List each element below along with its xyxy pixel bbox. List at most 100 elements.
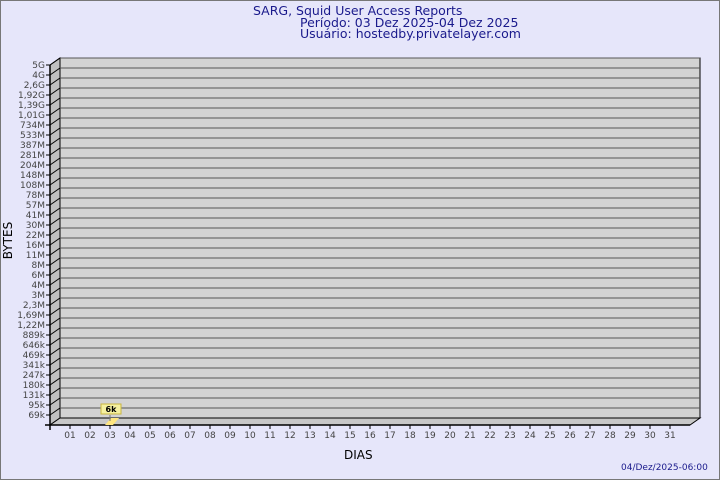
y-tick-depth xyxy=(49,227,61,236)
y-tick-depth xyxy=(49,327,61,336)
y-tick-depth xyxy=(49,207,61,216)
x-tick-label: 28 xyxy=(604,431,616,441)
y-tick-label: 889k xyxy=(23,331,46,341)
x-tick-label: 31 xyxy=(664,431,675,441)
x-tick-label: 09 xyxy=(224,431,236,441)
y-tick-label: 4M xyxy=(32,281,46,291)
y-tick-depth xyxy=(49,177,61,186)
x-axis-label: DIAS xyxy=(344,448,373,462)
y-tick-depth xyxy=(49,217,61,226)
y-tick-depth xyxy=(49,147,61,156)
x-tick-label: 06 xyxy=(164,431,176,441)
y-tick-depth xyxy=(49,157,61,166)
y-tick-label: 387M xyxy=(20,141,45,151)
y-tick-depth xyxy=(49,387,61,396)
y-tick-label: 1,69M xyxy=(17,311,45,321)
y-tick-depth xyxy=(49,117,61,126)
x-tick-label: 05 xyxy=(144,431,155,441)
y-tick-label: 69k xyxy=(28,411,45,421)
x-tick-label: 13 xyxy=(304,431,315,441)
y-tick-depth xyxy=(49,357,61,366)
x-tick-label: 07 xyxy=(184,431,195,441)
y-tick-depth xyxy=(49,287,61,296)
y-tick-depth xyxy=(49,337,61,346)
y-tick-depth xyxy=(49,167,61,176)
y-tick-depth xyxy=(49,367,61,376)
y-tick-label: 131k xyxy=(23,391,46,401)
y-tick-label: 1,39G xyxy=(18,101,45,111)
y-tick-label: 41M xyxy=(26,211,45,221)
y-tick-label: 16M xyxy=(26,241,45,251)
x-tick-label: 03 xyxy=(104,431,115,441)
y-tick-label: 533M xyxy=(20,131,45,141)
footer-timestamp: 04/Dez/2025-06:00 xyxy=(621,463,708,473)
x-tick-label: 26 xyxy=(564,431,576,441)
y-tick-depth xyxy=(49,57,61,66)
data-label: 6k xyxy=(106,405,118,414)
x-tick-label: 17 xyxy=(384,431,395,441)
y-tick-depth xyxy=(49,87,61,96)
data-label-box xyxy=(100,403,122,415)
y-tick-depth xyxy=(49,237,61,246)
y-tick-depth xyxy=(49,407,61,416)
x-tick-label: 18 xyxy=(404,431,416,441)
y-tick-depth xyxy=(49,317,61,326)
y-tick-label: 247k xyxy=(23,371,46,381)
x-tick-label: 25 xyxy=(544,431,555,441)
y-tick-depth xyxy=(49,397,61,406)
y-tick-depth xyxy=(49,67,61,76)
x-tick-label: 04 xyxy=(124,431,136,441)
y-tick-depth xyxy=(49,257,61,266)
chart-subtitle-user: Usuário: hostedby.privatelayer.com xyxy=(300,26,521,41)
y-tick-depth xyxy=(49,77,61,86)
y-tick-depth xyxy=(49,127,61,136)
y-tick-label: 78M xyxy=(26,191,45,201)
y-tick-label: 734M xyxy=(20,121,45,131)
x-tick-label: 02 xyxy=(84,431,95,441)
x-tick-label: 12 xyxy=(284,431,295,441)
y-tick-label: 8M xyxy=(32,261,46,271)
x-tick-label: 15 xyxy=(344,431,355,441)
y-tick-label: 4G xyxy=(32,71,45,81)
y-tick-label: 341k xyxy=(23,361,46,371)
y-tick-depth xyxy=(49,107,61,116)
y-tick-label: 281M xyxy=(20,151,45,161)
chart-title: SARG, Squid User Access Reports xyxy=(253,3,463,18)
y-tick-label: 204M xyxy=(20,161,45,171)
y-tick-depth xyxy=(49,297,61,306)
y-tick-label: 6M xyxy=(32,271,46,281)
x-tick-label: 29 xyxy=(624,431,636,441)
y-tick-label: 11M xyxy=(26,251,45,261)
y-tick-depth xyxy=(49,307,61,316)
x-tick-label: 20 xyxy=(444,431,456,441)
y-tick-depth xyxy=(49,137,61,146)
x-tick-label: 22 xyxy=(484,431,495,441)
y-tick-depth xyxy=(49,97,61,106)
y-tick-depth xyxy=(49,347,61,356)
y-tick-label: 2,3M xyxy=(23,301,45,311)
y-tick-depth xyxy=(49,377,61,386)
x-tick-label: 23 xyxy=(504,431,515,441)
y-tick-label: 30M xyxy=(26,221,45,231)
x-tick-label: 11 xyxy=(264,431,275,441)
y-tick-depth xyxy=(49,267,61,276)
y-tick-depth xyxy=(49,197,61,206)
y-tick-label: 148M xyxy=(20,171,45,181)
y-tick-depth xyxy=(49,187,61,196)
y-tick-label: 1,01G xyxy=(18,111,45,121)
y-tick-label: 469k xyxy=(23,351,46,361)
x-tick-label: 30 xyxy=(644,431,656,441)
y-tick-label: 5G xyxy=(32,61,45,71)
floor xyxy=(48,417,702,426)
y-tick-label: 95k xyxy=(28,401,45,411)
x-tick-label: 14 xyxy=(324,431,336,441)
x-tick-label: 24 xyxy=(524,431,536,441)
chart-subtitle-period: Período: 03 Dez 2025-04 Dez 2025 xyxy=(300,15,519,30)
bar-03 xyxy=(105,418,119,425)
y-tick-label: 22M xyxy=(26,231,45,241)
y-tick-label: 1,22M xyxy=(17,321,45,331)
x-tick-label: 16 xyxy=(364,431,376,441)
x-tick-label: 27 xyxy=(584,431,595,441)
y-tick-label: 3M xyxy=(32,291,46,301)
